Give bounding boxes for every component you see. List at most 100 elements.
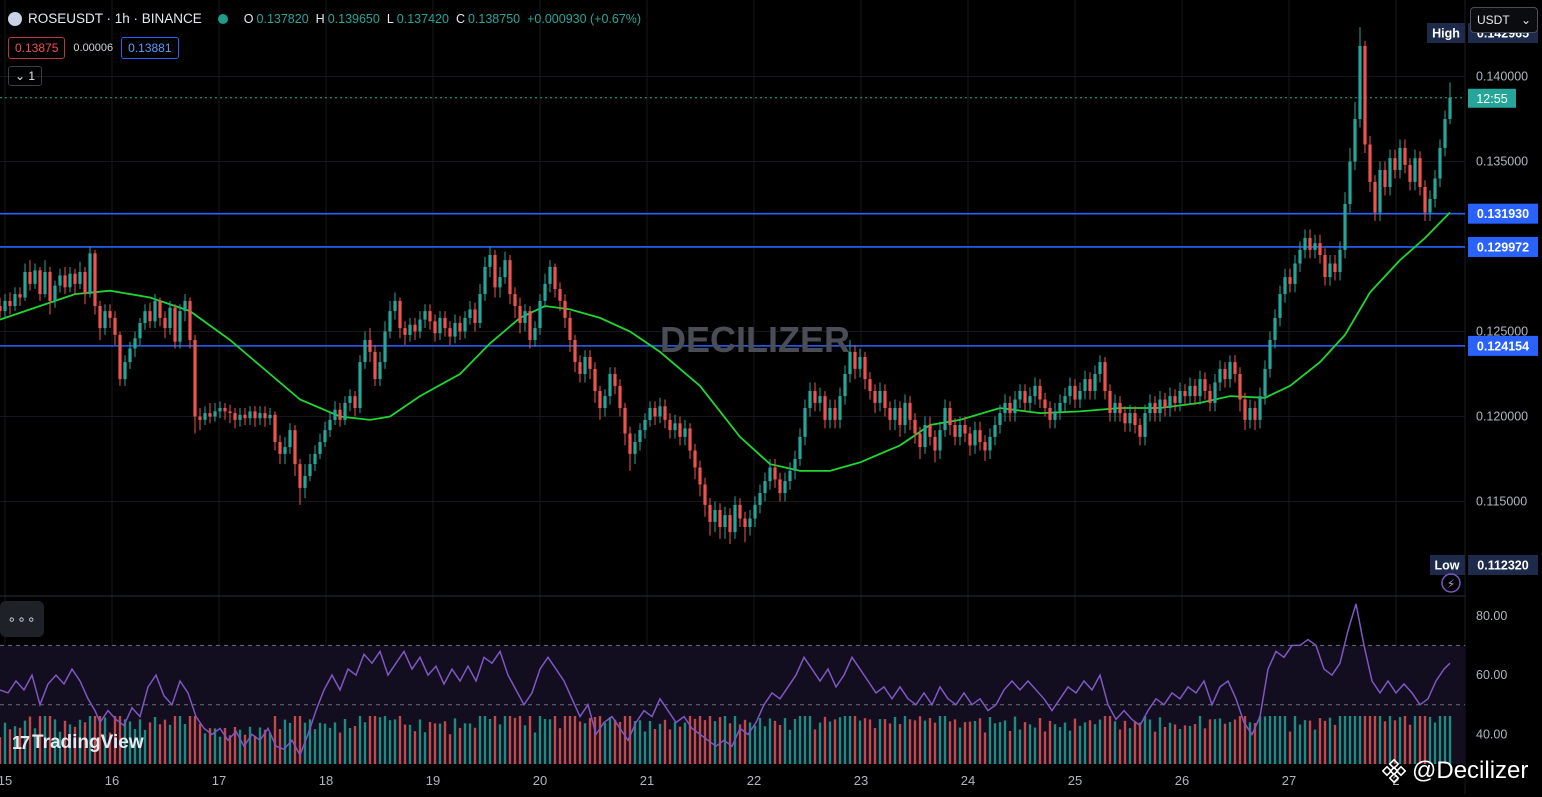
sell-button[interactable]: 0.13875 (8, 37, 66, 59)
currency-select[interactable]: USDT ⌄ (1470, 7, 1538, 33)
candle-body (1193, 385, 1197, 397)
volume-bar (3, 722, 7, 764)
candle-body (773, 467, 777, 480)
candle-body (788, 470, 792, 482)
time-tick-label: 24 (961, 773, 975, 788)
ohlc-change: +0.000930 (+0.67%) (527, 11, 642, 26)
volume-bar (1288, 731, 1292, 764)
candle-body (808, 391, 812, 408)
candle-body (1093, 374, 1097, 391)
candle-body (1258, 396, 1262, 420)
candle-body (1443, 119, 1447, 148)
candle-body (368, 340, 372, 352)
candle-body (1338, 249, 1342, 272)
flash-icon[interactable] (1441, 573, 1461, 593)
candle-body (908, 402, 912, 420)
volume-bar (363, 722, 367, 764)
candle-body (1073, 385, 1077, 400)
candle-body (1413, 158, 1417, 182)
candle-body (1248, 408, 1252, 420)
volume-bar (923, 720, 927, 764)
candle-body (1178, 391, 1182, 403)
level-price-tag[interactable] (1468, 335, 1538, 356)
candle-body (933, 436, 937, 451)
volume-bar (448, 734, 452, 764)
price-tick-label: 0.120000 (1476, 410, 1528, 424)
more-options-button[interactable]: ∘∘∘ (0, 601, 44, 637)
candle-body (1333, 263, 1337, 272)
volume-bar (913, 720, 917, 764)
candle-body (1173, 396, 1177, 403)
author-watermark: @Decilizer (1382, 757, 1528, 785)
volume-bar (1308, 720, 1312, 764)
volume-bar (343, 718, 347, 764)
volume-bar (608, 717, 612, 764)
candle-body (1288, 277, 1292, 284)
candle-body (1148, 402, 1152, 414)
candle-body (33, 270, 37, 284)
level-price-tag[interactable] (1468, 236, 1538, 257)
ohlc-close-key: C (455, 11, 465, 26)
candle-body (678, 423, 682, 437)
candle-body (128, 348, 132, 363)
time-tick-label: 19 (426, 773, 440, 788)
volume-bar (953, 719, 957, 764)
countdown-tag (1468, 88, 1516, 108)
candle-body (433, 321, 437, 334)
candle-body (1108, 391, 1112, 414)
volume-bar (778, 724, 782, 764)
volume-bar (423, 732, 427, 764)
volume-bar (1448, 716, 1452, 764)
volume-bar (58, 731, 62, 764)
volume-bar (538, 716, 542, 764)
volume-bar (1173, 724, 1177, 764)
candle-body (1058, 402, 1062, 412)
volume-bar (23, 720, 27, 764)
symbol-label[interactable]: ROSEUSDT · 1h · BINANCE (28, 11, 202, 26)
candle-body (1003, 402, 1007, 414)
volume-bar (693, 718, 697, 764)
candle-body (623, 408, 627, 434)
volume-bar (898, 724, 902, 764)
candle-body (1238, 374, 1242, 400)
volume-bar (1318, 718, 1322, 764)
candle-body (633, 442, 637, 454)
volume-bar (578, 721, 582, 764)
volume-bar (173, 716, 177, 764)
candle-body (138, 323, 142, 339)
volume-bar (1008, 731, 1012, 764)
candle-body (1263, 368, 1267, 397)
level-price-tag[interactable] (1468, 203, 1538, 224)
candle-body (148, 311, 152, 322)
candle-body (938, 430, 942, 451)
candle-body (1158, 399, 1162, 414)
price-axis-panel (1466, 0, 1542, 794)
volume-bar (93, 716, 97, 764)
candle-body (698, 467, 702, 485)
candle-body (443, 317, 447, 329)
volume-bar (433, 723, 437, 764)
candle-body (23, 272, 27, 298)
tradingview-logo[interactable]: 17 TradingView (12, 732, 144, 754)
symbol-header[interactable]: ROSEUSDT · 1h · BINANCE O 0.137820 H 0.139… (8, 11, 645, 26)
ohlc-open-value: 0.137820 (256, 11, 309, 26)
volume-bar (1113, 721, 1117, 764)
indicator-legend-toggle[interactable]: ⌄ 1 (8, 66, 43, 86)
candle-body (1428, 198, 1432, 213)
candle-body (838, 396, 842, 420)
volume-bar (1108, 716, 1112, 764)
candle-body (398, 300, 402, 329)
candle-body (993, 425, 997, 437)
buy-button[interactable]: 0.13881 (121, 37, 179, 59)
volume-bar (943, 716, 947, 764)
low-price-tag (1468, 555, 1538, 575)
candle-body (63, 275, 67, 288)
volume-bar (188, 716, 192, 764)
candle-body (1133, 413, 1137, 425)
candle-body (358, 362, 362, 408)
candle-body (1168, 396, 1172, 408)
candle-body (888, 408, 892, 420)
volume-bar (1068, 730, 1072, 764)
